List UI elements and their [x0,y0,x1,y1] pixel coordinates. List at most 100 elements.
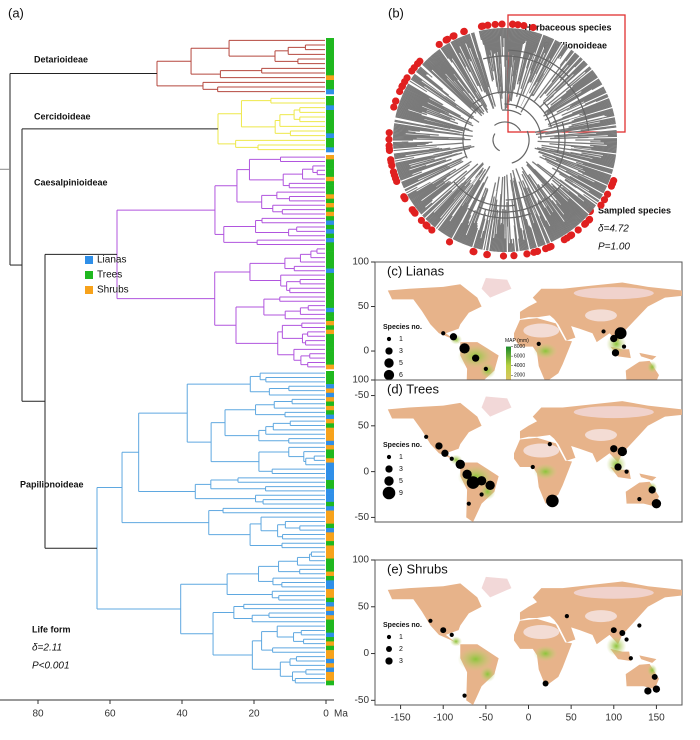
tree-branch [406,85,430,100]
tip-state [326,181,334,186]
site [614,463,622,471]
tree-branch [536,163,596,208]
tip-state [326,519,334,524]
tree-branch [469,33,479,58]
panel-label: (a) [8,5,24,20]
tree-branch [498,28,504,94]
tree-branch [584,171,610,182]
tree-branch [582,168,611,180]
tree-branch [506,202,510,252]
tip-state [326,593,334,599]
tree-branch [549,143,617,151]
land [481,396,512,417]
tree-branch [527,36,548,84]
tree-branch [443,205,463,235]
tree-arc [542,101,560,153]
tick-label: 0 [363,466,369,477]
tree-branch [399,173,413,180]
site [644,687,652,695]
tree-branch [392,138,471,141]
tip-state [326,277,334,282]
tree-arc [508,49,570,78]
tree-branch [560,204,579,226]
tree-branch [544,89,606,121]
tree-branch [567,54,578,66]
tip-state [326,436,334,442]
tree-branch [581,152,616,160]
desert [523,323,560,338]
site [435,442,443,450]
size-legend-label: 1 [399,634,403,641]
tree-branch [551,179,591,213]
tip-state [326,303,334,309]
tree-branch [539,200,562,238]
tree-branch [413,182,446,206]
tree-branch [419,67,428,75]
tree-branch [580,125,617,132]
tree-branch [393,127,420,132]
tree-branch [544,157,608,188]
tree-branch [489,28,500,94]
site [621,344,627,349]
tree-branch [412,164,470,205]
tree-branch [399,101,427,113]
tree-branch [496,28,503,99]
tree-branch [393,148,430,154]
tree-branch [393,143,426,147]
tree-branch [457,37,482,87]
site [441,331,446,336]
sampled-dot [560,236,568,244]
tree-branch [429,56,447,75]
tree-branch [530,33,541,60]
tip-state [326,224,334,230]
tip-state [326,189,334,195]
tip-state [326,119,334,125]
tree-branch [435,51,455,75]
tree-branch [525,30,529,42]
tick-label: 100 [352,555,369,566]
land [639,352,657,360]
panel-label: (e) Shrubs [387,561,448,576]
tree-branch [393,147,440,155]
tree-branch [543,197,569,233]
sampled-dot [491,20,499,29]
tip-state [326,329,334,335]
tip-state [326,623,334,629]
tree-branch [393,134,465,139]
tip-state [326,471,334,476]
tip-state [326,220,334,226]
tree-branch [442,168,487,234]
tree-branch [393,129,416,134]
tip-state [326,194,334,199]
size-legend-dot [383,369,395,381]
tree-branch [518,196,533,249]
tree-branch [593,145,617,149]
tree-branch [546,78,600,114]
size-legend-dot [384,358,394,368]
tree-branch [458,221,470,243]
tree-branch [525,32,538,69]
tip-state [326,410,334,415]
tree-branch [399,161,441,178]
site [428,618,433,623]
tree-branch [468,33,491,95]
tree-branch [547,63,588,102]
tree-branch [394,155,406,159]
tree-branch [485,29,495,72]
size-legend-dot [385,465,393,473]
tree-branch [515,168,546,245]
tree-branch [537,42,561,83]
legend-text: Shrubs [97,285,129,296]
tree-branch [515,31,535,97]
tree-branch [557,184,591,214]
tip-state [326,628,334,633]
tree-branch [538,150,612,177]
tree-branch [506,226,508,252]
site [471,354,480,362]
tree-branch [415,182,449,209]
size-legend-dot [385,347,393,355]
tree-branch [464,35,471,49]
tip-state [326,466,334,472]
tree-branch [543,226,552,243]
